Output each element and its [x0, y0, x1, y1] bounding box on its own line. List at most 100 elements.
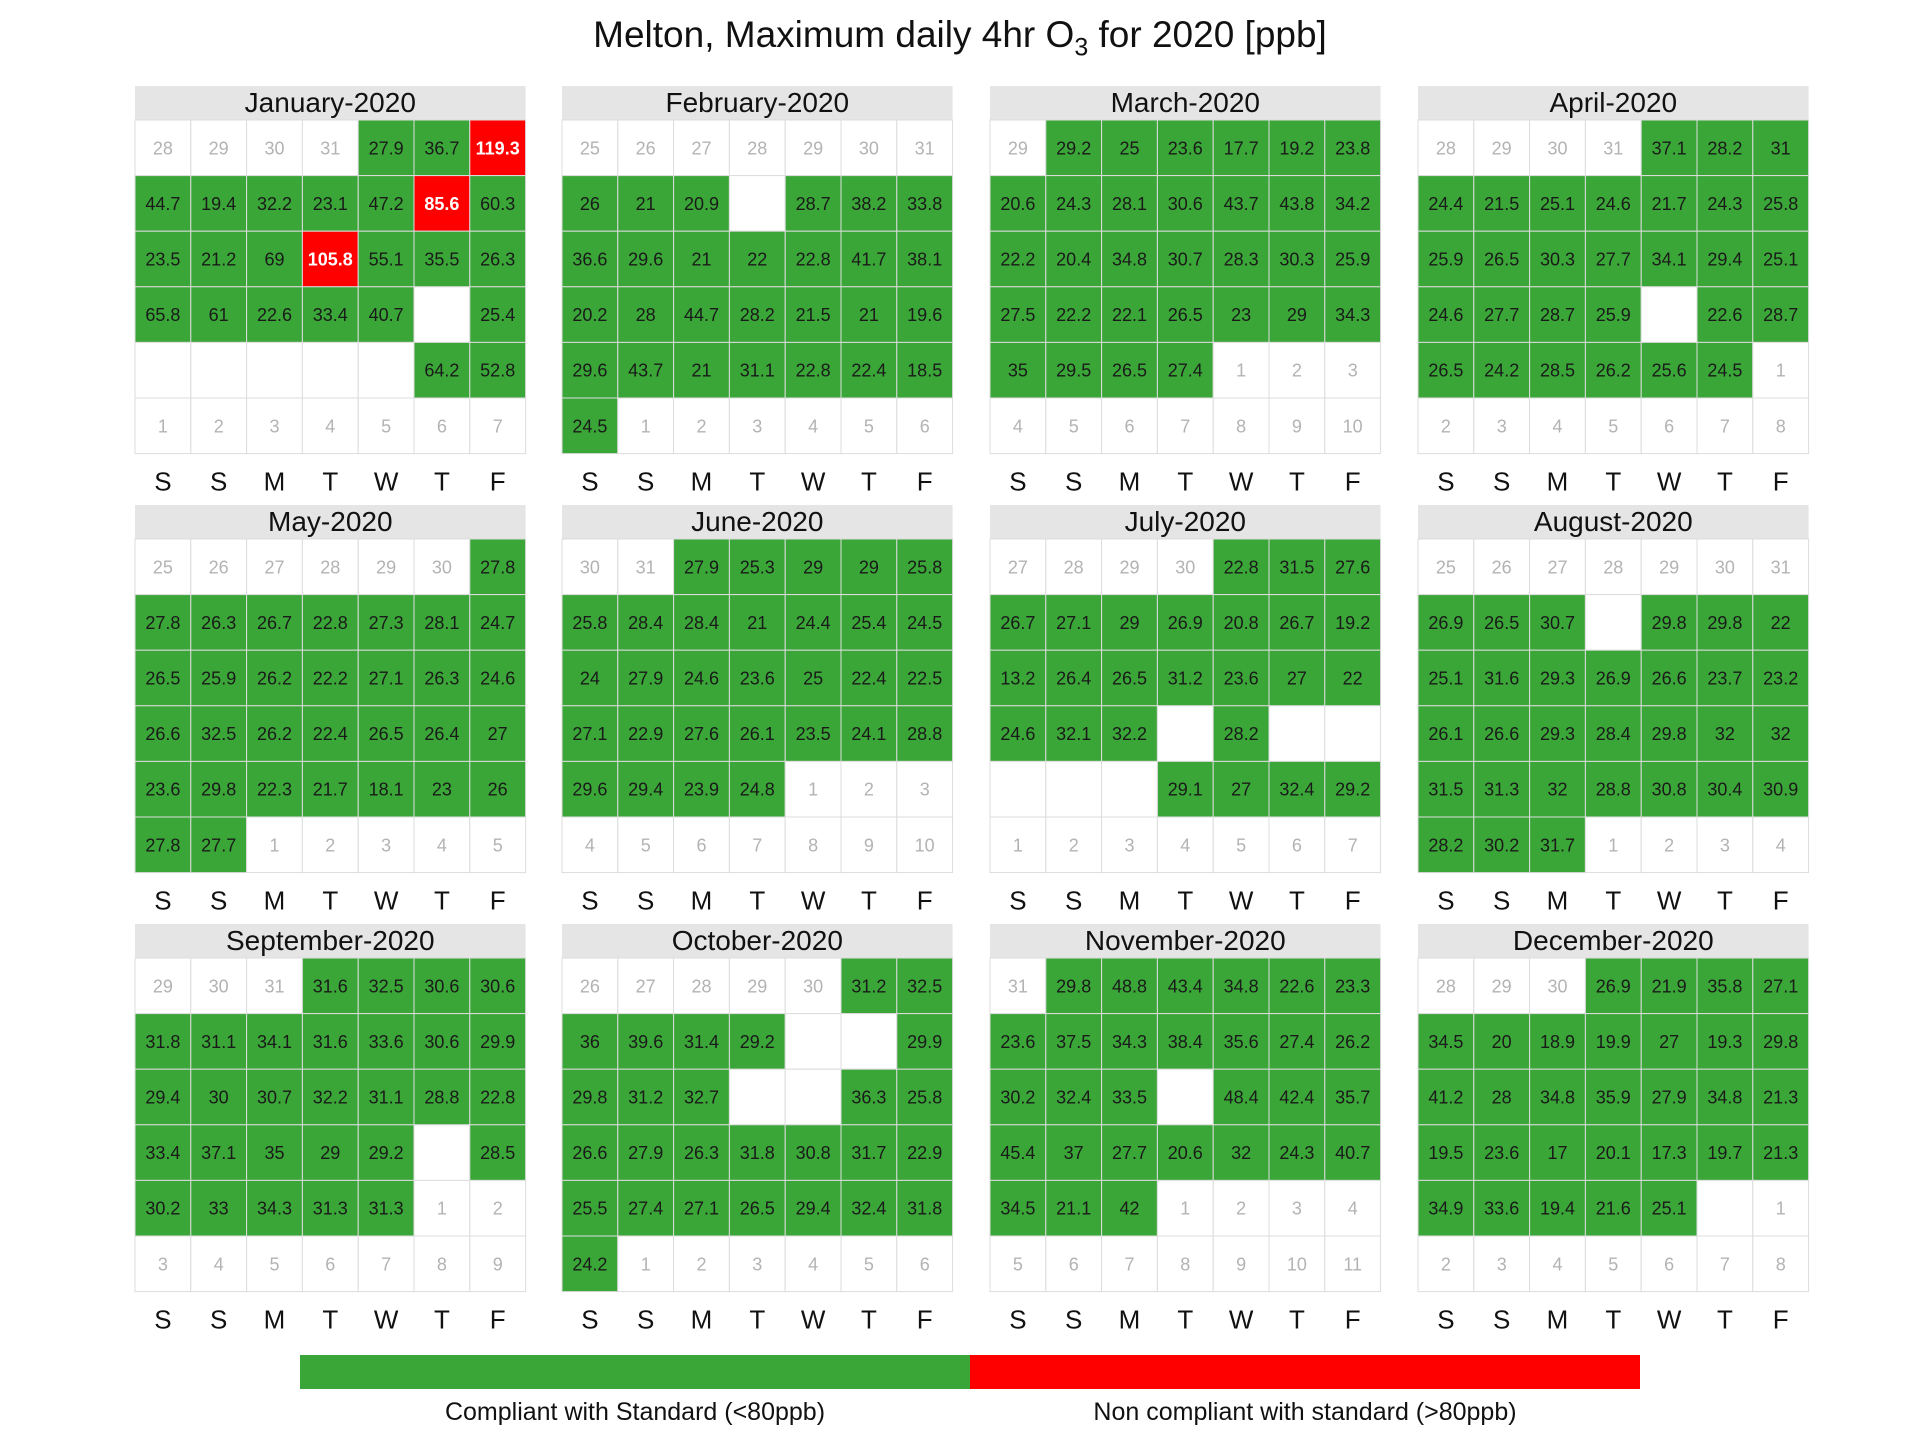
day-value: 26.7	[1279, 613, 1314, 633]
day-value: 6	[1124, 416, 1134, 436]
day-value: 3	[1124, 835, 1134, 855]
day-cell	[1324, 957, 1382, 1015]
day-value: 27.4	[1168, 361, 1203, 381]
day-cell	[1473, 341, 1531, 399]
day-cell	[469, 760, 527, 818]
day-cell	[134, 119, 192, 177]
day-value: 29.4	[628, 780, 663, 800]
day-value: 27.7	[1112, 1143, 1147, 1163]
day-value: 24	[580, 669, 600, 689]
month-title: February-2020	[665, 87, 849, 118]
month-title: September-2020	[226, 925, 435, 956]
day-cell	[1268, 119, 1326, 177]
day-cell	[469, 649, 527, 707]
day-cell	[1529, 957, 1586, 1015]
day-value: 28	[1492, 1088, 1512, 1108]
day-cell	[840, 1068, 898, 1126]
day-value: 31.7	[1540, 835, 1575, 855]
day-value: 24.3	[1707, 194, 1742, 214]
day-value: 24.8	[740, 780, 775, 800]
day-value: 18.5	[907, 361, 942, 381]
day-cell	[784, 957, 842, 1015]
day-value: 30.8	[1652, 780, 1687, 800]
day-value: 1	[641, 416, 651, 436]
day-cell	[1101, 1124, 1158, 1181]
day-cell	[561, 1179, 619, 1237]
day-value: 26.6	[1484, 724, 1519, 744]
day-value: 28.4	[628, 613, 663, 633]
day-value: 9	[864, 835, 874, 855]
day-cell	[357, 538, 415, 596]
day-cell	[1473, 1068, 1531, 1126]
day-value: 23	[1231, 305, 1251, 325]
day-value: 35.6	[1224, 1032, 1259, 1052]
weekday-label: M	[1119, 467, 1141, 497]
day-value: 24.6	[1596, 194, 1631, 214]
day-value: 28	[747, 138, 767, 158]
day-value: 26.9	[1168, 613, 1203, 633]
weekday-label: S	[154, 467, 171, 497]
day-value: 28	[153, 138, 173, 158]
day-cell	[301, 957, 359, 1015]
weekday-label: W	[374, 467, 399, 497]
day-value: 55.1	[369, 250, 404, 270]
day-value: 29.5	[1056, 361, 1091, 381]
day-value: 2	[696, 1254, 706, 1274]
day-value: 26.5	[1112, 669, 1147, 689]
day-value: 5	[1069, 416, 1079, 436]
day-cell	[413, 649, 471, 707]
day-cell	[1473, 1235, 1531, 1293]
day-value: 27	[1547, 557, 1567, 577]
day-value: 31	[1771, 138, 1791, 158]
day-cell	[673, 760, 730, 818]
day-cell	[1529, 760, 1586, 818]
day-value: 28.8	[424, 1088, 459, 1108]
month-header	[1418, 924, 1809, 958]
day-cell	[1752, 286, 1810, 343]
day-value: 27.4	[628, 1199, 663, 1219]
day-cell	[989, 1235, 1047, 1293]
day-cell	[1156, 538, 1214, 596]
day-cell	[728, 1235, 786, 1293]
day-cell	[246, 1124, 303, 1181]
day-cell	[413, 230, 471, 288]
day-value: 27.9	[628, 1143, 663, 1163]
day-value: 28	[1436, 976, 1456, 996]
day-cell	[617, 816, 675, 874]
weekday-label: M	[691, 886, 713, 916]
day-value: 25	[580, 138, 600, 158]
month-title: November-2020	[1085, 925, 1286, 956]
day-value: 28.7	[1540, 305, 1575, 325]
day-cell	[469, 175, 527, 232]
day-cell	[1696, 1235, 1754, 1293]
day-cell	[1324, 816, 1382, 874]
day-value: 26	[1492, 557, 1512, 577]
day-value: 26.7	[257, 613, 292, 633]
day-value: 31.1	[740, 361, 775, 381]
day-value: 3	[1720, 835, 1730, 855]
day-value: 31.5	[1279, 557, 1314, 577]
day-cell	[1417, 1179, 1475, 1237]
day-cell	[840, 175, 898, 232]
day-cell	[1212, 705, 1270, 762]
day-cell	[1417, 119, 1475, 177]
day-value: 23.1	[313, 194, 348, 214]
day-value: 34.5	[1000, 1199, 1035, 1219]
day-value: 28.8	[1596, 780, 1631, 800]
day-value: 29.3	[1540, 669, 1575, 689]
day-value: 3	[1292, 1199, 1302, 1219]
day-cell	[1212, 1124, 1270, 1181]
day-cell	[1529, 397, 1586, 455]
day-cell	[1212, 1179, 1270, 1237]
day-value: 27	[1231, 780, 1251, 800]
weekday-label: S	[637, 886, 654, 916]
day-cell	[246, 649, 303, 707]
day-value: 29	[209, 138, 229, 158]
day-value: 32.4	[851, 1199, 886, 1219]
day-cell	[1529, 705, 1586, 762]
day-value: 36.3	[851, 1088, 886, 1108]
day-value: 4	[1013, 416, 1023, 436]
day-value: 29	[320, 1143, 340, 1163]
day-value: 31	[1771, 557, 1791, 577]
weekday-label: S	[154, 886, 171, 916]
